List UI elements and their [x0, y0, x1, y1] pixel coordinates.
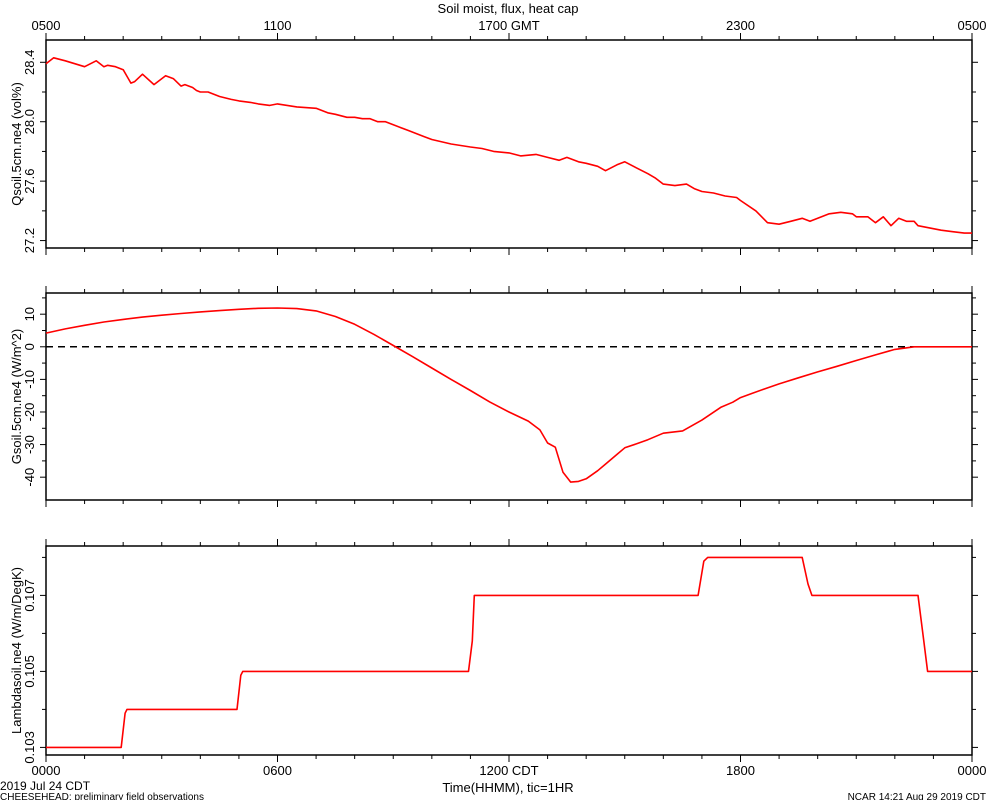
panel-2-series-line — [45, 307, 972, 483]
top-axis-tick-label: 0500 — [958, 18, 987, 33]
bottom-axis-tick-label: 1200 CDT — [479, 763, 538, 778]
bottom-axis-tick-label: 0600 — [263, 763, 292, 778]
panel-2-y-tick-label: -20 — [22, 403, 37, 422]
footer-date: 2019 Jul 24 CDT — [0, 779, 91, 793]
chart-title: Soil moist, flux, heat cap — [438, 1, 579, 16]
panel-3-y-axis-label: Lambdasoil.ne4 (W/m/DegK) — [9, 567, 24, 734]
panel-1-y-tick-label: 27.2 — [22, 228, 37, 253]
panel-1-series-line — [45, 56, 972, 234]
panel-2-y-tick-label: 10 — [22, 307, 37, 321]
top-axis-tick-label: 2300 — [726, 18, 755, 33]
x-axis-label: Time(HHMM), tic=1HR — [442, 780, 573, 795]
panel-2-y-tick-label: 0 — [22, 343, 37, 350]
panel-2-y-tick-label: -30 — [22, 435, 37, 454]
panel-1-y-axis-label: Qsoil.5cm.ne4 (vol%) — [9, 82, 24, 206]
panel-3-y-tick-label: 0.103 — [22, 731, 37, 764]
panel-2-y-axis-label: Gsoil.5cm.ne4 (W/m^2) — [9, 329, 24, 464]
panel-1-y-tick-label: 27.6 — [22, 168, 37, 193]
bottom-axis-tick-label: 1800 — [726, 763, 755, 778]
data-layer — [45, 56, 972, 749]
top-axis-tick-label: 0500 — [32, 18, 61, 33]
bottom-axis-tick-label: 0000 — [958, 763, 987, 778]
bottom-axis-tick-label: 0000 — [32, 763, 61, 778]
panel-1-frame — [45, 39, 973, 249]
panel-3-y-tick-label: 0.107 — [22, 579, 37, 612]
panel-2-y-tick-label: -10 — [22, 370, 37, 389]
panel-2-frame — [45, 292, 973, 501]
panel-2-y-tick-label: -40 — [22, 468, 37, 487]
footer-project: CHEESEHEAD: preliminary field observatio… — [0, 792, 204, 800]
panel-3-frame — [45, 545, 973, 756]
panel-3-series-line — [46, 556, 972, 749]
top-axis-tick-label: 1100 — [264, 18, 292, 33]
top-axis-tick-label: 1700 GMT — [478, 18, 539, 33]
footer-stamp: NCAR 14:21 Aug 29 2019 CDT — [848, 792, 986, 800]
axis-layer: 27.2 27.6 28.0 28.4 Qsoil.5cm.ne4 (vol%) -40 -… — [9, 18, 986, 778]
panel-1-y-tick-label: 28.0 — [22, 109, 37, 134]
panel-1-y-tick-label: 28.4 — [22, 50, 37, 75]
panel-3-y-tick-label: 0.105 — [22, 655, 37, 688]
